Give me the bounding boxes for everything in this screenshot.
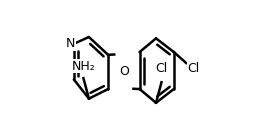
Text: Cl: Cl: [155, 62, 168, 75]
Text: N: N: [66, 37, 75, 50]
Text: O: O: [119, 65, 129, 78]
Text: Cl: Cl: [187, 62, 200, 75]
Text: NH₂: NH₂: [72, 60, 95, 73]
